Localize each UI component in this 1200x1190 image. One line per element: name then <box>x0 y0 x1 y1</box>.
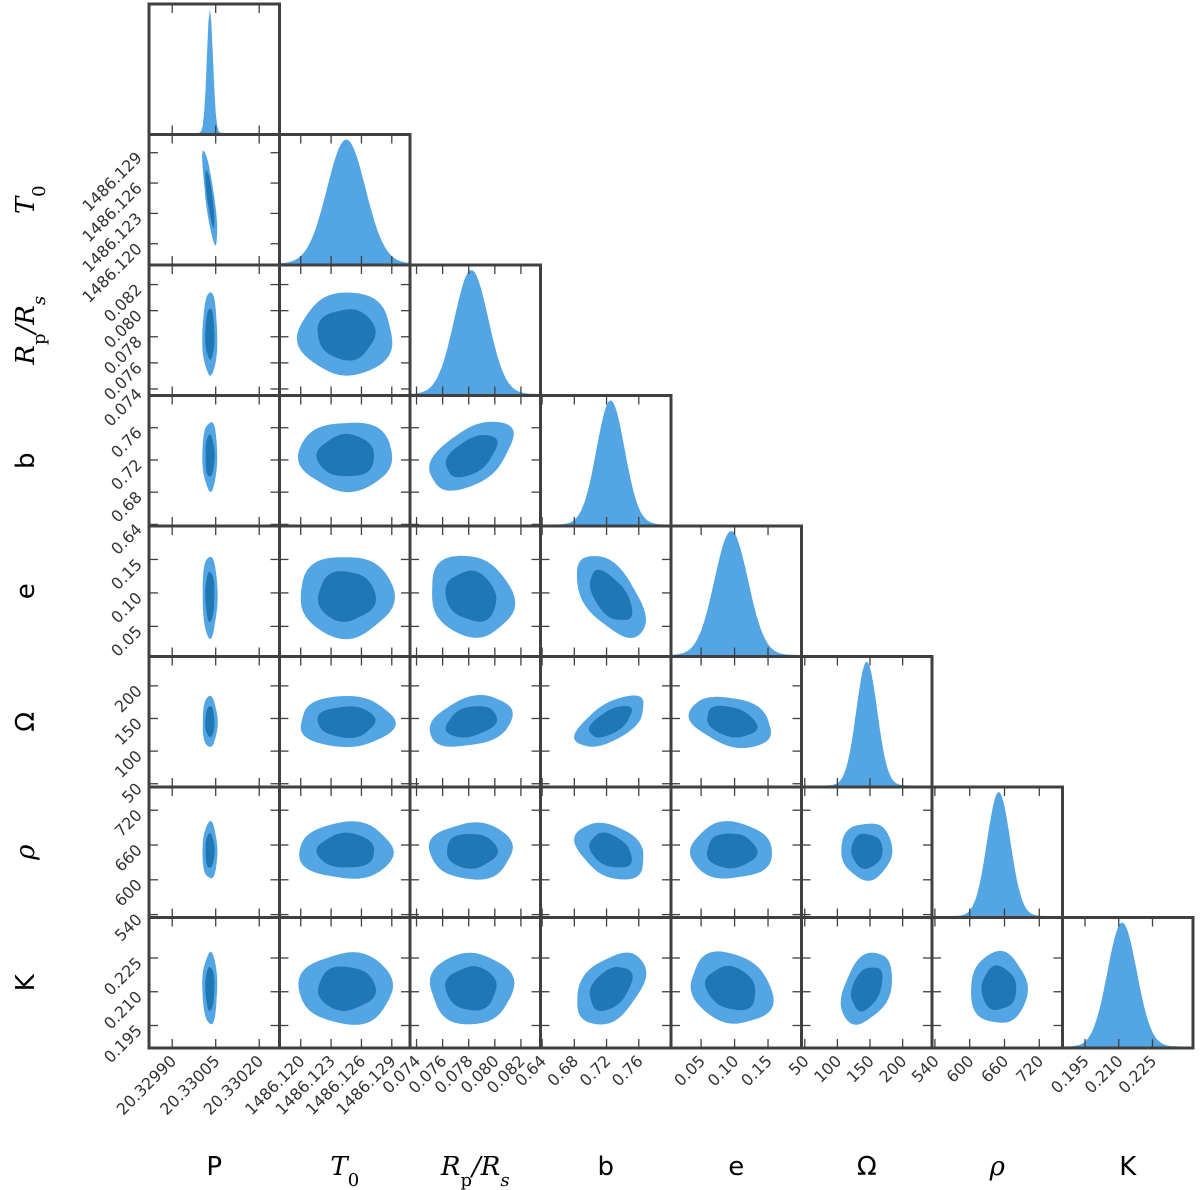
y-tick-label-rho: 540 <box>111 910 146 945</box>
histogram-T0 <box>279 139 410 264</box>
contour-68-b-e <box>589 569 633 620</box>
contour-68-T0-b <box>316 433 374 477</box>
x-tick-label-b: 0.68 <box>544 1051 583 1090</box>
contour-68-b-rho <box>589 832 632 868</box>
y-axis-label-b: b <box>11 452 41 469</box>
contour-68-P-RpRs <box>205 308 215 360</box>
x-axis-label-K: K <box>1119 1152 1137 1182</box>
contour-68-T0-K <box>317 966 376 1011</box>
x-tick-label-rho: 660 <box>977 1051 1012 1086</box>
contour-68-RpRs-K <box>445 966 497 1011</box>
x-axis-label-b: b <box>597 1152 614 1182</box>
y-axis-label-Omega: Ω <box>11 712 41 732</box>
contour-68-T0-Omega <box>317 706 376 738</box>
x-axis-label-Omega: Ω <box>857 1152 877 1182</box>
x-axis-label-T0: T0 <box>330 1152 359 1190</box>
contour-68-e-rho <box>706 833 758 869</box>
y-axis-label-e: e <box>11 583 41 599</box>
contour-68-RpRs-rho <box>447 834 498 869</box>
contour-68-rho-K <box>981 965 1017 1010</box>
x-axis-label-P: P <box>206 1152 222 1182</box>
y-axis-label-K: K <box>11 973 41 991</box>
contour-68-T0-RpRs <box>317 309 376 361</box>
y-tick-label-Omega: 200 <box>111 681 146 716</box>
y-tick-label-Omega: 50 <box>118 779 146 807</box>
contour-68-e-Omega <box>707 705 758 738</box>
panel-frame-K-K <box>1061 916 1195 1050</box>
contour-68-RpRs-b <box>445 435 498 478</box>
contour-68-P-T0 <box>205 170 215 228</box>
y-tick-label-e: 0.10 <box>107 588 146 627</box>
contour-layer <box>149 9 1193 1047</box>
histogram-K <box>1062 922 1193 1047</box>
contour-68-P-rho <box>205 833 215 868</box>
y-axis-label-rho: ρ <box>11 844 41 861</box>
frame-layer <box>147 2 1195 1050</box>
y-tick-label-K: 0.210 <box>100 987 146 1033</box>
histogram-b <box>540 400 671 525</box>
histogram-e <box>671 531 802 655</box>
y-tick-label-b: 0.68 <box>107 488 146 527</box>
x-tick-label-Omega: 100 <box>810 1051 845 1086</box>
contour-68-b-K <box>589 967 633 1011</box>
contour-68-b-Omega <box>588 706 632 738</box>
label-layer: 20.3299020.3300520.330201486.1201486.123… <box>11 148 1160 1190</box>
y-tick-label-b: 0.64 <box>107 520 146 559</box>
y-tick-label-b: 0.72 <box>107 455 146 494</box>
contour-68-P-Omega <box>205 706 215 738</box>
x-axis-label-e: e <box>728 1152 744 1182</box>
y-tick-label-Omega: 150 <box>111 714 146 749</box>
x-tick-label-Omega: 200 <box>875 1051 910 1086</box>
histogram-Omega <box>801 661 932 786</box>
y-tick-label-rho: 660 <box>111 840 146 875</box>
y-axis-label-T0: T0 <box>11 185 50 214</box>
contour-68-P-e <box>205 571 215 622</box>
contour-68-RpRs-Omega <box>445 706 498 738</box>
x-tick-label-b: 0.72 <box>576 1051 615 1090</box>
x-tick-label-e: 0.05 <box>670 1051 709 1090</box>
x-axis-label-rho: ρ <box>989 1152 1006 1182</box>
x-tick-label-e: 0.10 <box>704 1051 743 1090</box>
y-tick-label-e: 0.05 <box>107 622 146 661</box>
contour-68-e-K <box>705 965 756 1011</box>
x-tick-label-b: 0.76 <box>608 1051 647 1090</box>
contour-68-T0-e <box>317 571 376 622</box>
x-tick-label-Omega: 50 <box>785 1051 813 1079</box>
y-tick-label-K: 0.225 <box>100 953 146 999</box>
x-tick-label-K: 0.195 <box>1047 1051 1093 1097</box>
contour-68-Omega-K <box>850 967 883 1012</box>
x-tick-label-rho: 540 <box>908 1051 943 1086</box>
contour-68-P-b <box>205 434 215 477</box>
contour-68-T0-rho <box>316 832 374 868</box>
contour-68-P-K <box>205 966 215 1011</box>
x-tick-label-rho: 600 <box>942 1051 977 1086</box>
contour-68-Omega-rho <box>851 833 883 869</box>
histogram-rho <box>932 792 1063 916</box>
y-tick-label-e: 0.15 <box>107 555 146 594</box>
y-axis-label-RpRs: Rp/Rs <box>11 296 50 366</box>
x-tick-label-K: 0.225 <box>1114 1051 1160 1097</box>
tick-layer <box>149 4 1154 1048</box>
x-tick-label-e: 0.15 <box>737 1051 776 1090</box>
y-tick-label-Omega: 100 <box>111 746 146 781</box>
x-tick-label-rho: 720 <box>1012 1051 1047 1086</box>
x-axis-label-RpRs: Rp/Rs <box>440 1152 510 1190</box>
y-tick-label-rho: 600 <box>111 875 146 910</box>
histogram-RpRs <box>410 270 541 394</box>
histogram-P <box>149 9 280 133</box>
x-tick-label-Omega: 150 <box>843 1051 878 1086</box>
contour-68-RpRs-e <box>445 570 497 622</box>
y-tick-label-rho: 720 <box>111 806 146 841</box>
